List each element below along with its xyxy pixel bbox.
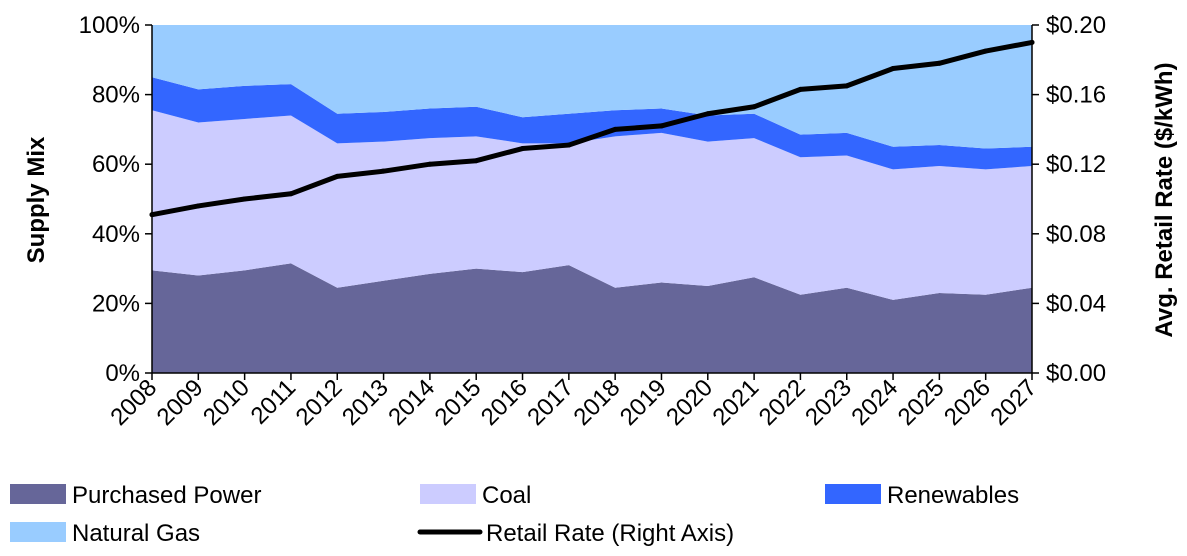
y-tick-label: 100%	[79, 12, 140, 39]
legend: Purchased Power Coal Renewables Natural Gas…	[10, 482, 1019, 547]
area-coal	[152, 110, 1032, 300]
area-renewables	[152, 77, 1032, 170]
x-tick-label: 2027	[985, 374, 1042, 431]
y2-tick-label: $0.12	[1046, 151, 1106, 178]
legend-item-retail-rate-right-axis: Retail Rate (Right Axis)	[417, 520, 734, 547]
x-tick-label: 2009	[152, 374, 209, 431]
y-tick-label: 20%	[92, 290, 140, 317]
plot-areas	[152, 25, 1032, 373]
x-tick-label: 2016	[476, 374, 533, 431]
x-tick-label: 2022	[754, 374, 811, 431]
rate-point	[983, 48, 989, 54]
legend-swatch	[420, 484, 476, 504]
rate-point	[705, 111, 711, 117]
area-natural-gas	[152, 25, 1032, 149]
y2-axis-tick-labels: $0.00 $0.04 $0.08 $0.12 $0.16 $0.20	[1046, 12, 1106, 387]
legend-label: Coal	[482, 482, 531, 509]
legend-item-coal: Coal	[420, 482, 531, 509]
legend-label: Retail Rate (Right Axis)	[486, 520, 734, 547]
rate-point	[195, 203, 201, 209]
rate-point	[797, 86, 803, 92]
x-tick-label: 2019	[615, 374, 672, 431]
rate-point	[381, 168, 387, 174]
y-axis-title: Supply Mix	[23, 136, 50, 263]
rate-point	[844, 83, 850, 89]
rate-point	[473, 158, 479, 164]
rate-point	[936, 60, 942, 66]
legend-item-purchased-power: Purchased Power	[10, 482, 261, 509]
legend-item-renewables: Renewables	[825, 482, 1019, 509]
rate-point	[427, 161, 433, 167]
x-tick-label: 2021	[708, 374, 765, 431]
rate-point	[566, 142, 572, 148]
x-tick-label: 2018	[569, 374, 626, 431]
x-tick-label: 2014	[383, 374, 440, 431]
x-tick-label: 2015	[430, 374, 487, 431]
y2-tick-label: $0.04	[1046, 290, 1106, 317]
x-tick-label: 2017	[522, 374, 579, 431]
legend-label: Natural Gas	[72, 520, 200, 547]
x-tick-label: 2025	[893, 374, 950, 431]
rate-point	[242, 196, 248, 202]
legend-label: Renewables	[887, 482, 1019, 509]
x-axis-tick-labels: 2008200920102011201220132014201520162017…	[105, 374, 1042, 431]
y2-tick-label: $0.00	[1046, 360, 1106, 387]
rate-point	[612, 126, 618, 132]
x-tick-label: 2011	[246, 374, 302, 430]
legend-swatch	[10, 522, 66, 542]
y-tick-label: 60%	[92, 151, 140, 178]
rate-point	[334, 173, 340, 179]
y-axis-tick-labels: 0% 20% 40% 60% 80% 100%	[79, 12, 140, 387]
area-purchased-power	[152, 263, 1032, 373]
legend-label: Purchased Power	[72, 482, 261, 509]
y2-tick-label: $0.16	[1046, 82, 1106, 109]
x-tick-label: 2024	[846, 374, 903, 431]
x-tick-label: 2010	[198, 374, 255, 431]
line-retail-rate-right-axis	[149, 39, 1035, 218]
rate-point	[751, 104, 757, 110]
y-tick-label: 80%	[92, 82, 140, 109]
y2-tick-label: $0.08	[1046, 221, 1106, 248]
legend-item-natural-gas: Natural Gas	[10, 520, 200, 547]
x-tick-label: 2020	[661, 374, 718, 431]
y-tick-label: 40%	[92, 221, 140, 248]
rate-point	[520, 146, 526, 152]
x-tick-label: 2026	[939, 374, 996, 431]
rate-point	[658, 123, 664, 129]
x-tick-label: 2013	[337, 374, 394, 431]
y2-axis-title: Avg. Retail Rate ($/kWh)	[1151, 62, 1178, 337]
rate-point	[288, 191, 294, 197]
y-tick-label: 0%	[105, 360, 140, 387]
x-tick-label: 2023	[800, 374, 857, 431]
legend-swatch	[10, 484, 66, 504]
axes	[145, 24, 1039, 380]
legend-swatch	[825, 484, 881, 504]
y2-tick-label: $0.20	[1046, 12, 1106, 39]
rate-point	[890, 66, 896, 71]
x-tick-label: 2012	[291, 374, 348, 431]
